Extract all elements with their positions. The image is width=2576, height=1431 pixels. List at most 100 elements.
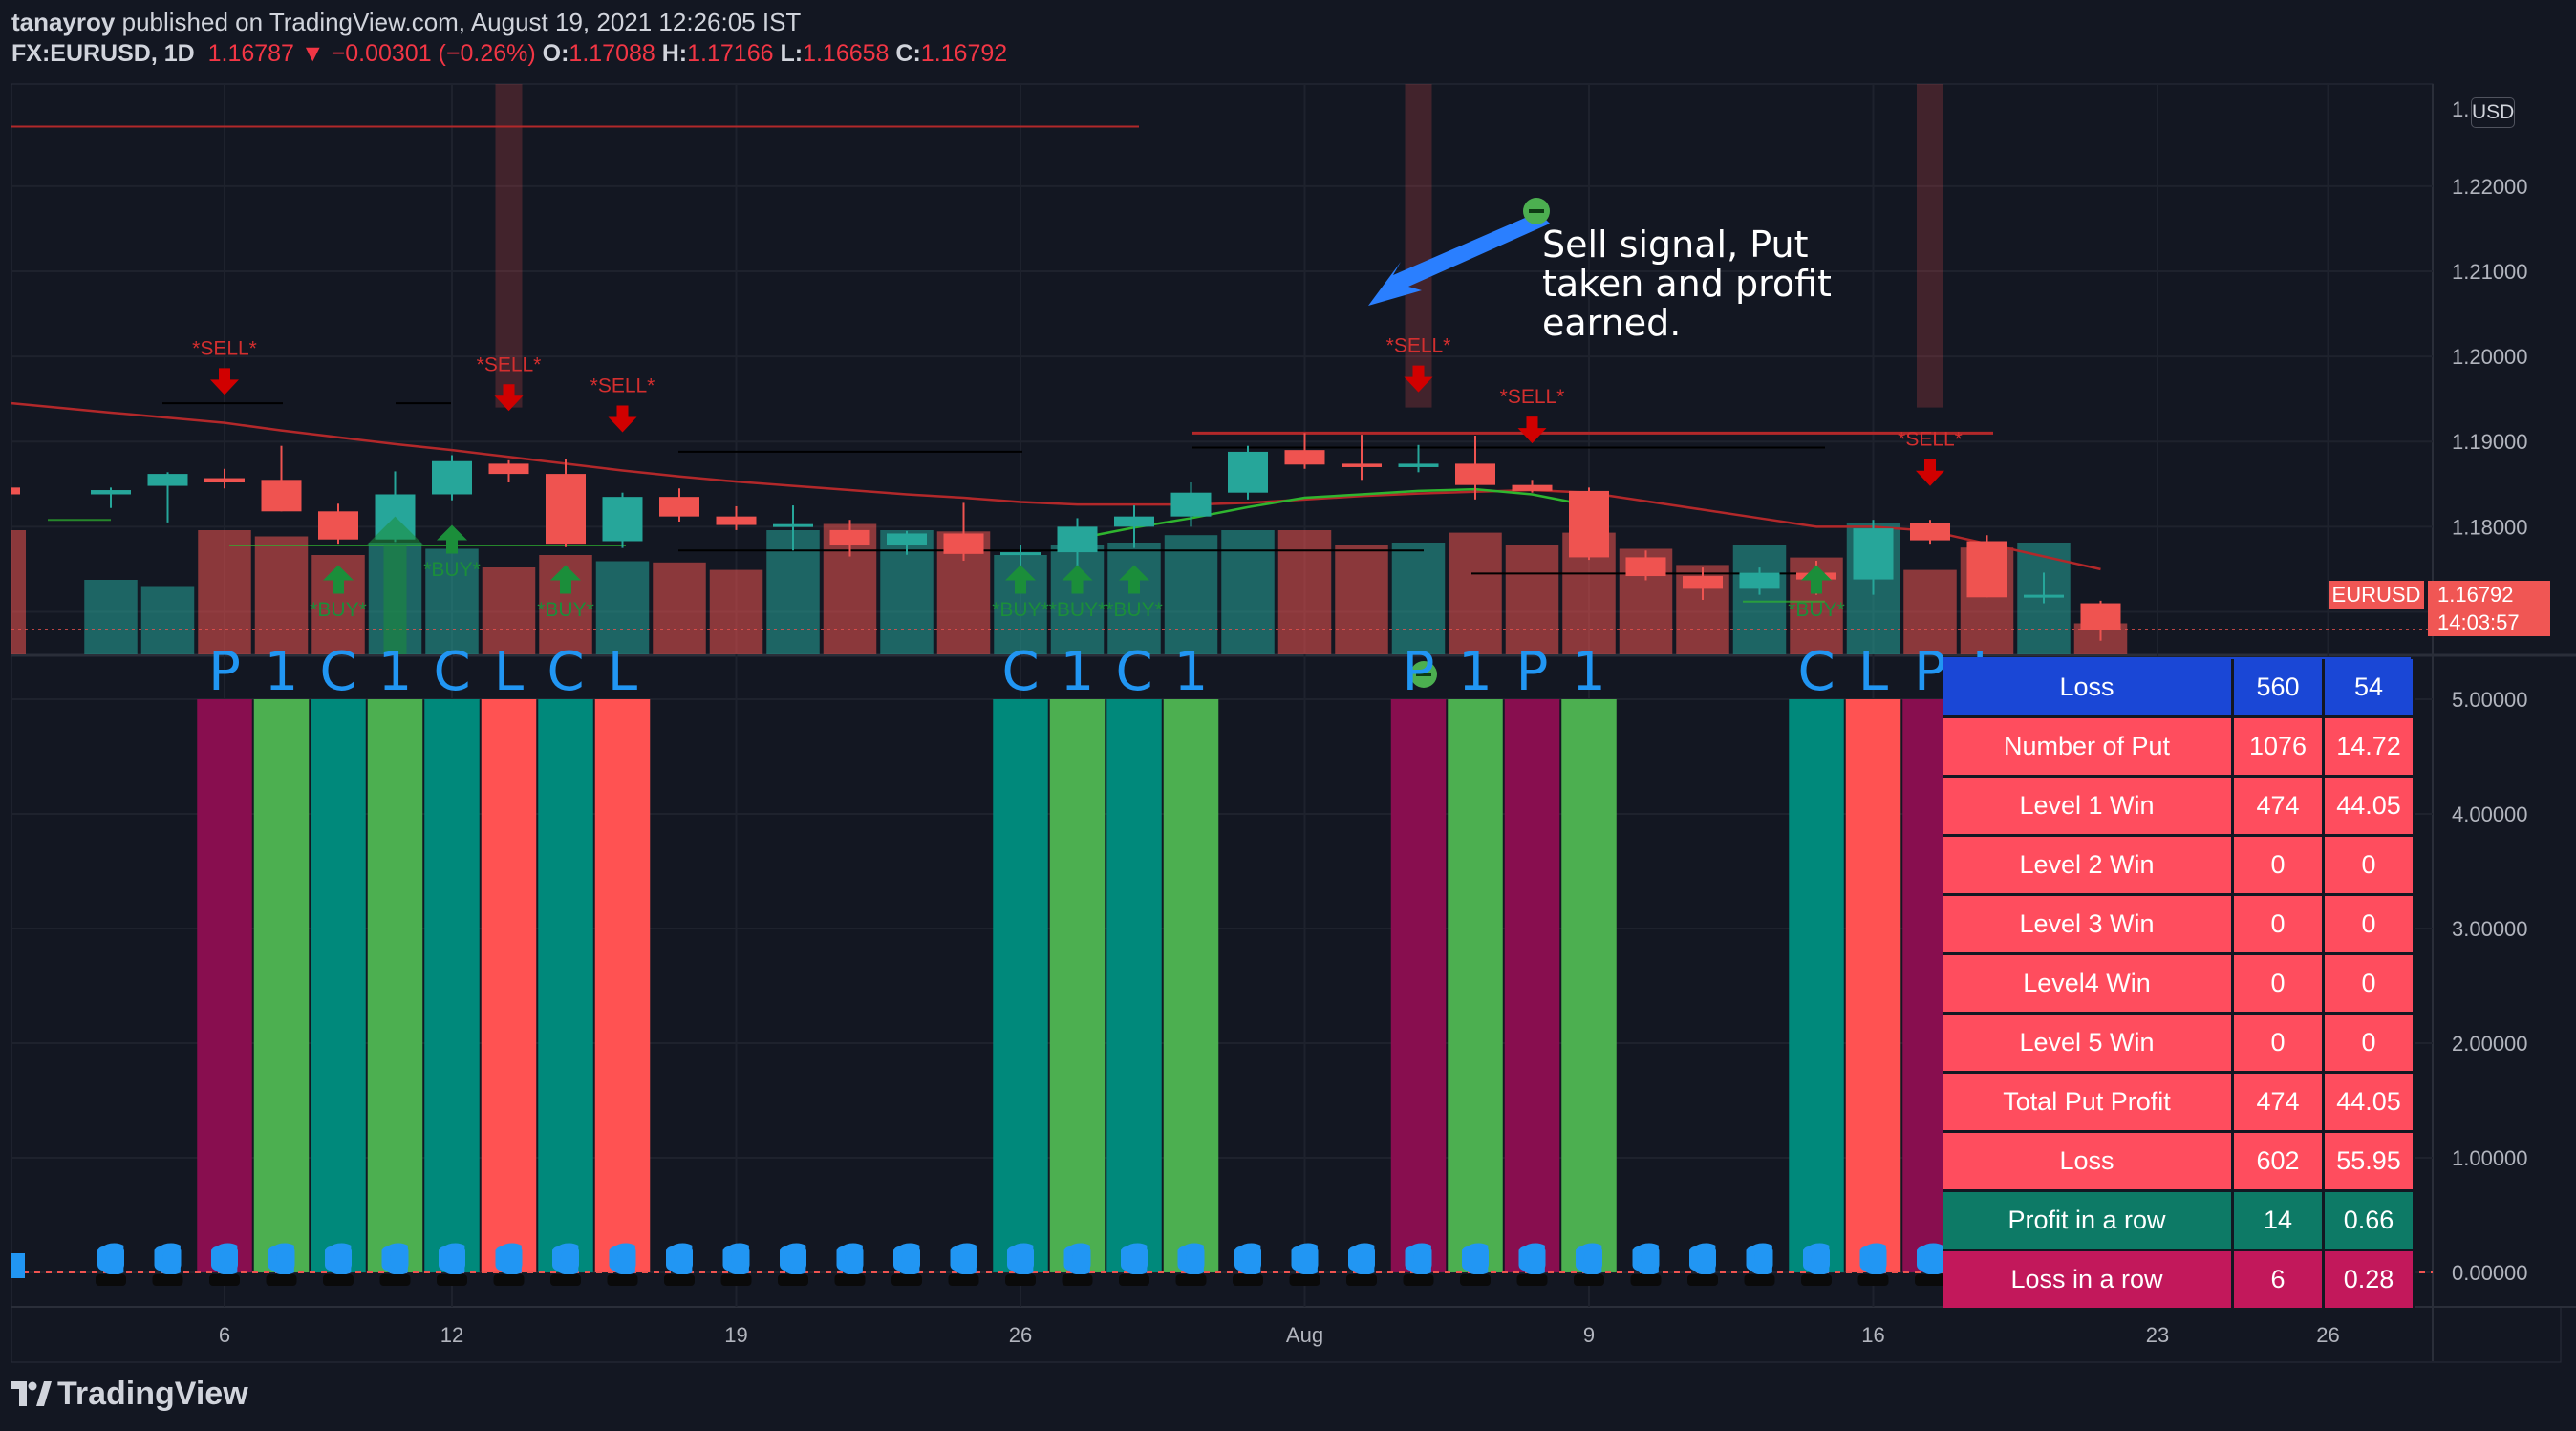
baseline-marker-shadow <box>1857 1274 1889 1286</box>
candle-body <box>1455 463 1495 485</box>
baseline-marker-shadow <box>834 1274 866 1286</box>
baseline-marker: C <box>664 1236 695 1286</box>
volume-bar <box>595 561 650 654</box>
baseline-marker-shadow <box>891 1274 922 1286</box>
y-tick-label: 1.18000 <box>2452 515 2528 539</box>
signal-bar-label: C <box>1115 641 1152 703</box>
signal-bar <box>253 699 310 1272</box>
sell-zone-band <box>495 84 523 408</box>
signal-bar <box>594 699 651 1272</box>
baseline-marker-bg <box>836 1246 864 1271</box>
candle-body <box>1910 523 1950 541</box>
high-value: 1.17166 <box>687 40 774 67</box>
baseline-marker: C <box>1233 1236 1263 1286</box>
author-name[interactable]: tanayroy <box>11 8 116 36</box>
baseline-marker-bg <box>1348 1246 1375 1271</box>
signal-bar-label: L <box>1858 641 1888 703</box>
tradingview-logo[interactable]: TradingView <box>11 1376 248 1413</box>
baseline-marker: C <box>209 1236 240 1286</box>
y-tick-label: 5.00000 <box>2452 688 2528 712</box>
buy-label: *BUY* <box>537 599 594 621</box>
candle-body <box>1342 463 1382 467</box>
candle-body <box>432 460 472 495</box>
stats-label-cell: Level 2 Win <box>1943 835 2234 896</box>
candle-body <box>1170 492 1212 517</box>
stats-value-cell: 0 <box>2232 894 2325 955</box>
candle-body <box>1683 576 1723 589</box>
candle-body <box>773 523 813 527</box>
buy-label: *BUY* <box>310 599 367 621</box>
last-price: 1.16787 <box>207 40 294 67</box>
sell-arrow-icon <box>210 368 239 395</box>
baseline-marker-shadow <box>550 1274 581 1286</box>
sell-arrow-icon <box>1916 459 1944 486</box>
baseline-marker-bg <box>1063 1246 1091 1271</box>
buy-label: *BUY* <box>1049 599 1106 621</box>
baseline-marker-bg <box>722 1246 750 1271</box>
symbol-ohlc-legend: FX:EURUSD, 1D 1.16787 ▼ −0.00301 (−0.26%… <box>11 40 1007 68</box>
signal-bar <box>1163 699 1219 1272</box>
volume-bar <box>653 562 706 654</box>
candle <box>1228 445 1268 500</box>
symbol-name[interactable]: FX:EURUSD, 1D <box>11 40 195 67</box>
candle <box>1569 487 1609 561</box>
buy-label: *BUY* <box>992 599 1049 621</box>
baseline-marker-shadow <box>1744 1274 1775 1286</box>
baseline-marker-bg <box>1803 1246 1830 1271</box>
sell-label: *SELL* <box>477 353 542 375</box>
baseline-marker-bg <box>1576 1246 1602 1271</box>
baseline-marker-bg <box>1746 1246 1773 1271</box>
baseline-marker: C <box>1460 1236 1491 1286</box>
price-tag-value: 1.16792 14:03:57 <box>2428 581 2550 636</box>
baseline-marker-bg <box>439 1246 465 1271</box>
currency-badge[interactable]: USD <box>2471 97 2515 128</box>
candle-body <box>1625 557 1666 577</box>
sell-label: *SELL* <box>1386 335 1451 357</box>
baseline-marker: C <box>266 1236 297 1286</box>
candle <box>1057 518 1098 568</box>
baseline-marker-shadow <box>1119 1274 1149 1286</box>
y-tick-label: 1.21000 <box>2452 260 2528 284</box>
candle-body <box>1569 490 1609 558</box>
stats-value-cell: 474 <box>2232 776 2325 837</box>
candle-body <box>1739 572 1780 589</box>
candle <box>659 488 699 522</box>
baseline-marker: C <box>1403 1236 1434 1286</box>
volume-bar <box>1335 545 1388 654</box>
candle-body <box>2024 594 2064 598</box>
stats-row: Level 1 Win 474 44.05 <box>1943 776 2415 837</box>
baseline-marker: C <box>834 1236 866 1286</box>
annotation-text[interactable]: Sell signal, Put taken and profit earned… <box>1542 224 1832 344</box>
signal-bar <box>538 699 593 1272</box>
y-tick-label: 1.20000 <box>2452 345 2528 369</box>
stats-row: Loss 602 55.95 <box>1943 1131 2415 1192</box>
signal-bar-label: P <box>208 641 241 703</box>
stats-row: Total Put Profit 474 44.05 <box>1943 1072 2415 1133</box>
candle-body <box>1966 541 2007 598</box>
time-scale <box>11 1306 2562 1363</box>
volume-bar <box>482 567 536 654</box>
signal-bar <box>1049 699 1106 1272</box>
baseline-marker-shadow <box>607 1274 638 1286</box>
baseline-marker-bg <box>893 1246 920 1271</box>
baseline-marker: C <box>1687 1236 1718 1286</box>
candle-body <box>659 497 699 517</box>
low-value: 1.16658 <box>803 40 890 67</box>
stats-value-cell: 0.66 <box>2323 1190 2415 1251</box>
x-tick-label: 6 <box>219 1323 230 1347</box>
baseline-marker-shadow <box>379 1274 411 1286</box>
y-tick-label: 3.00000 <box>2452 917 2528 941</box>
volume-bar <box>1732 545 1787 654</box>
baseline-marker-shadow <box>152 1274 183 1286</box>
signal-bar <box>481 699 537 1272</box>
baseline-marker-shadow <box>1062 1274 1093 1286</box>
annotation-marker-icon <box>1529 209 1544 213</box>
stats-row: Level4 Win 0 0 <box>1943 953 2415 1015</box>
baseline-marker: C <box>152 1236 183 1286</box>
baseline-marker-bg <box>780 1246 806 1271</box>
y-tick-label: 0.00000 <box>2452 1261 2528 1285</box>
baseline-marker: C <box>1857 1236 1889 1286</box>
stats-value-cell: 0 <box>2232 1013 2325 1074</box>
baseline-marker-shadow <box>1630 1274 1662 1286</box>
open-label: O: <box>542 40 569 67</box>
